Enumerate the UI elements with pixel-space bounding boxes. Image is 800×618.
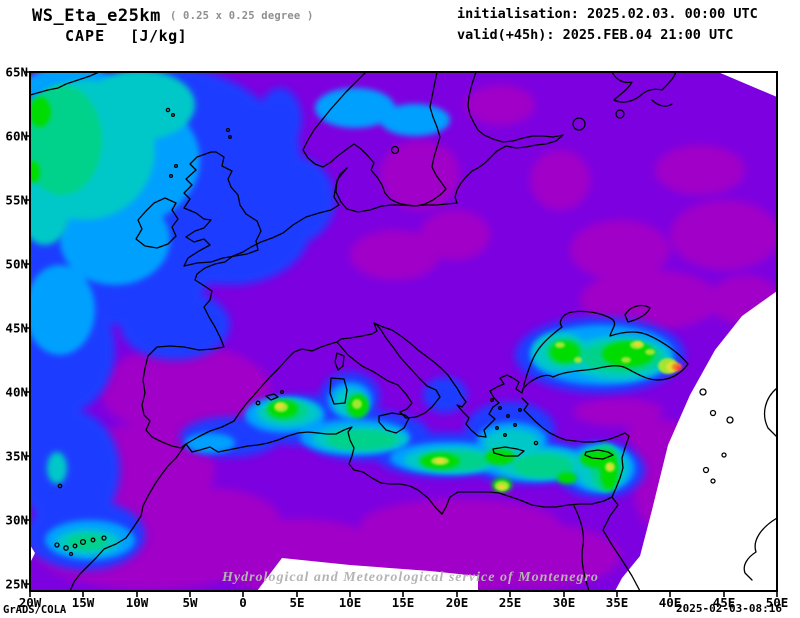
grid-resolution-note: ( 0.25 x 0.25 degree ) [170,10,314,22]
domain-mask [30,72,777,591]
lon-label: 25E [498,595,522,610]
lat-label: 30N [5,512,28,528]
lon-label: 10W [125,595,149,610]
lat-label: 55N [5,192,28,208]
initialisation-time: initialisation: 2025.02.03. 00:00 UTC [457,6,758,22]
lon-label: 5E [289,595,305,610]
lon-label: 10E [338,595,362,610]
lat-label: 60N [5,128,28,144]
creation-timestamp: 2025-02-03-08:16 [676,602,782,615]
lat-label: 40N [5,384,28,400]
cape-field [30,72,777,591]
lon-label: 20W [18,595,42,610]
variable-name: CAPE [65,27,106,45]
lat-label: 50N [5,256,28,272]
lon-label: 15E [391,595,415,610]
variable-units: [J/kg] [130,27,188,45]
service-watermark: Hydrological and Meteorological service … [222,570,599,585]
lon-label: 40E [658,595,682,610]
lon-label: 30E [552,595,576,610]
lon-label: 15W [71,595,95,610]
map-frame [24,71,778,597]
lon-label: 45E [712,595,736,610]
lon-label: 5W [182,595,198,610]
coastlines [30,72,777,591]
lat-label: 65N [5,64,28,80]
lon-label: 35E [605,595,629,610]
valid-time: valid(+45h): 2025.FEB.04 21:00 UTC [457,27,734,43]
model-title: WS_Eta_e25km [32,6,161,26]
lat-label: 45N [5,320,28,336]
lat-label: 25N [5,576,28,592]
lat-label: 35N [5,448,28,464]
axis-ticks [24,71,778,597]
lon-label: 50E [765,595,789,610]
grads-credit: GrADS/COLA [3,604,67,616]
lon-label: 20E [445,595,469,610]
lon-label: 0 [239,595,247,610]
